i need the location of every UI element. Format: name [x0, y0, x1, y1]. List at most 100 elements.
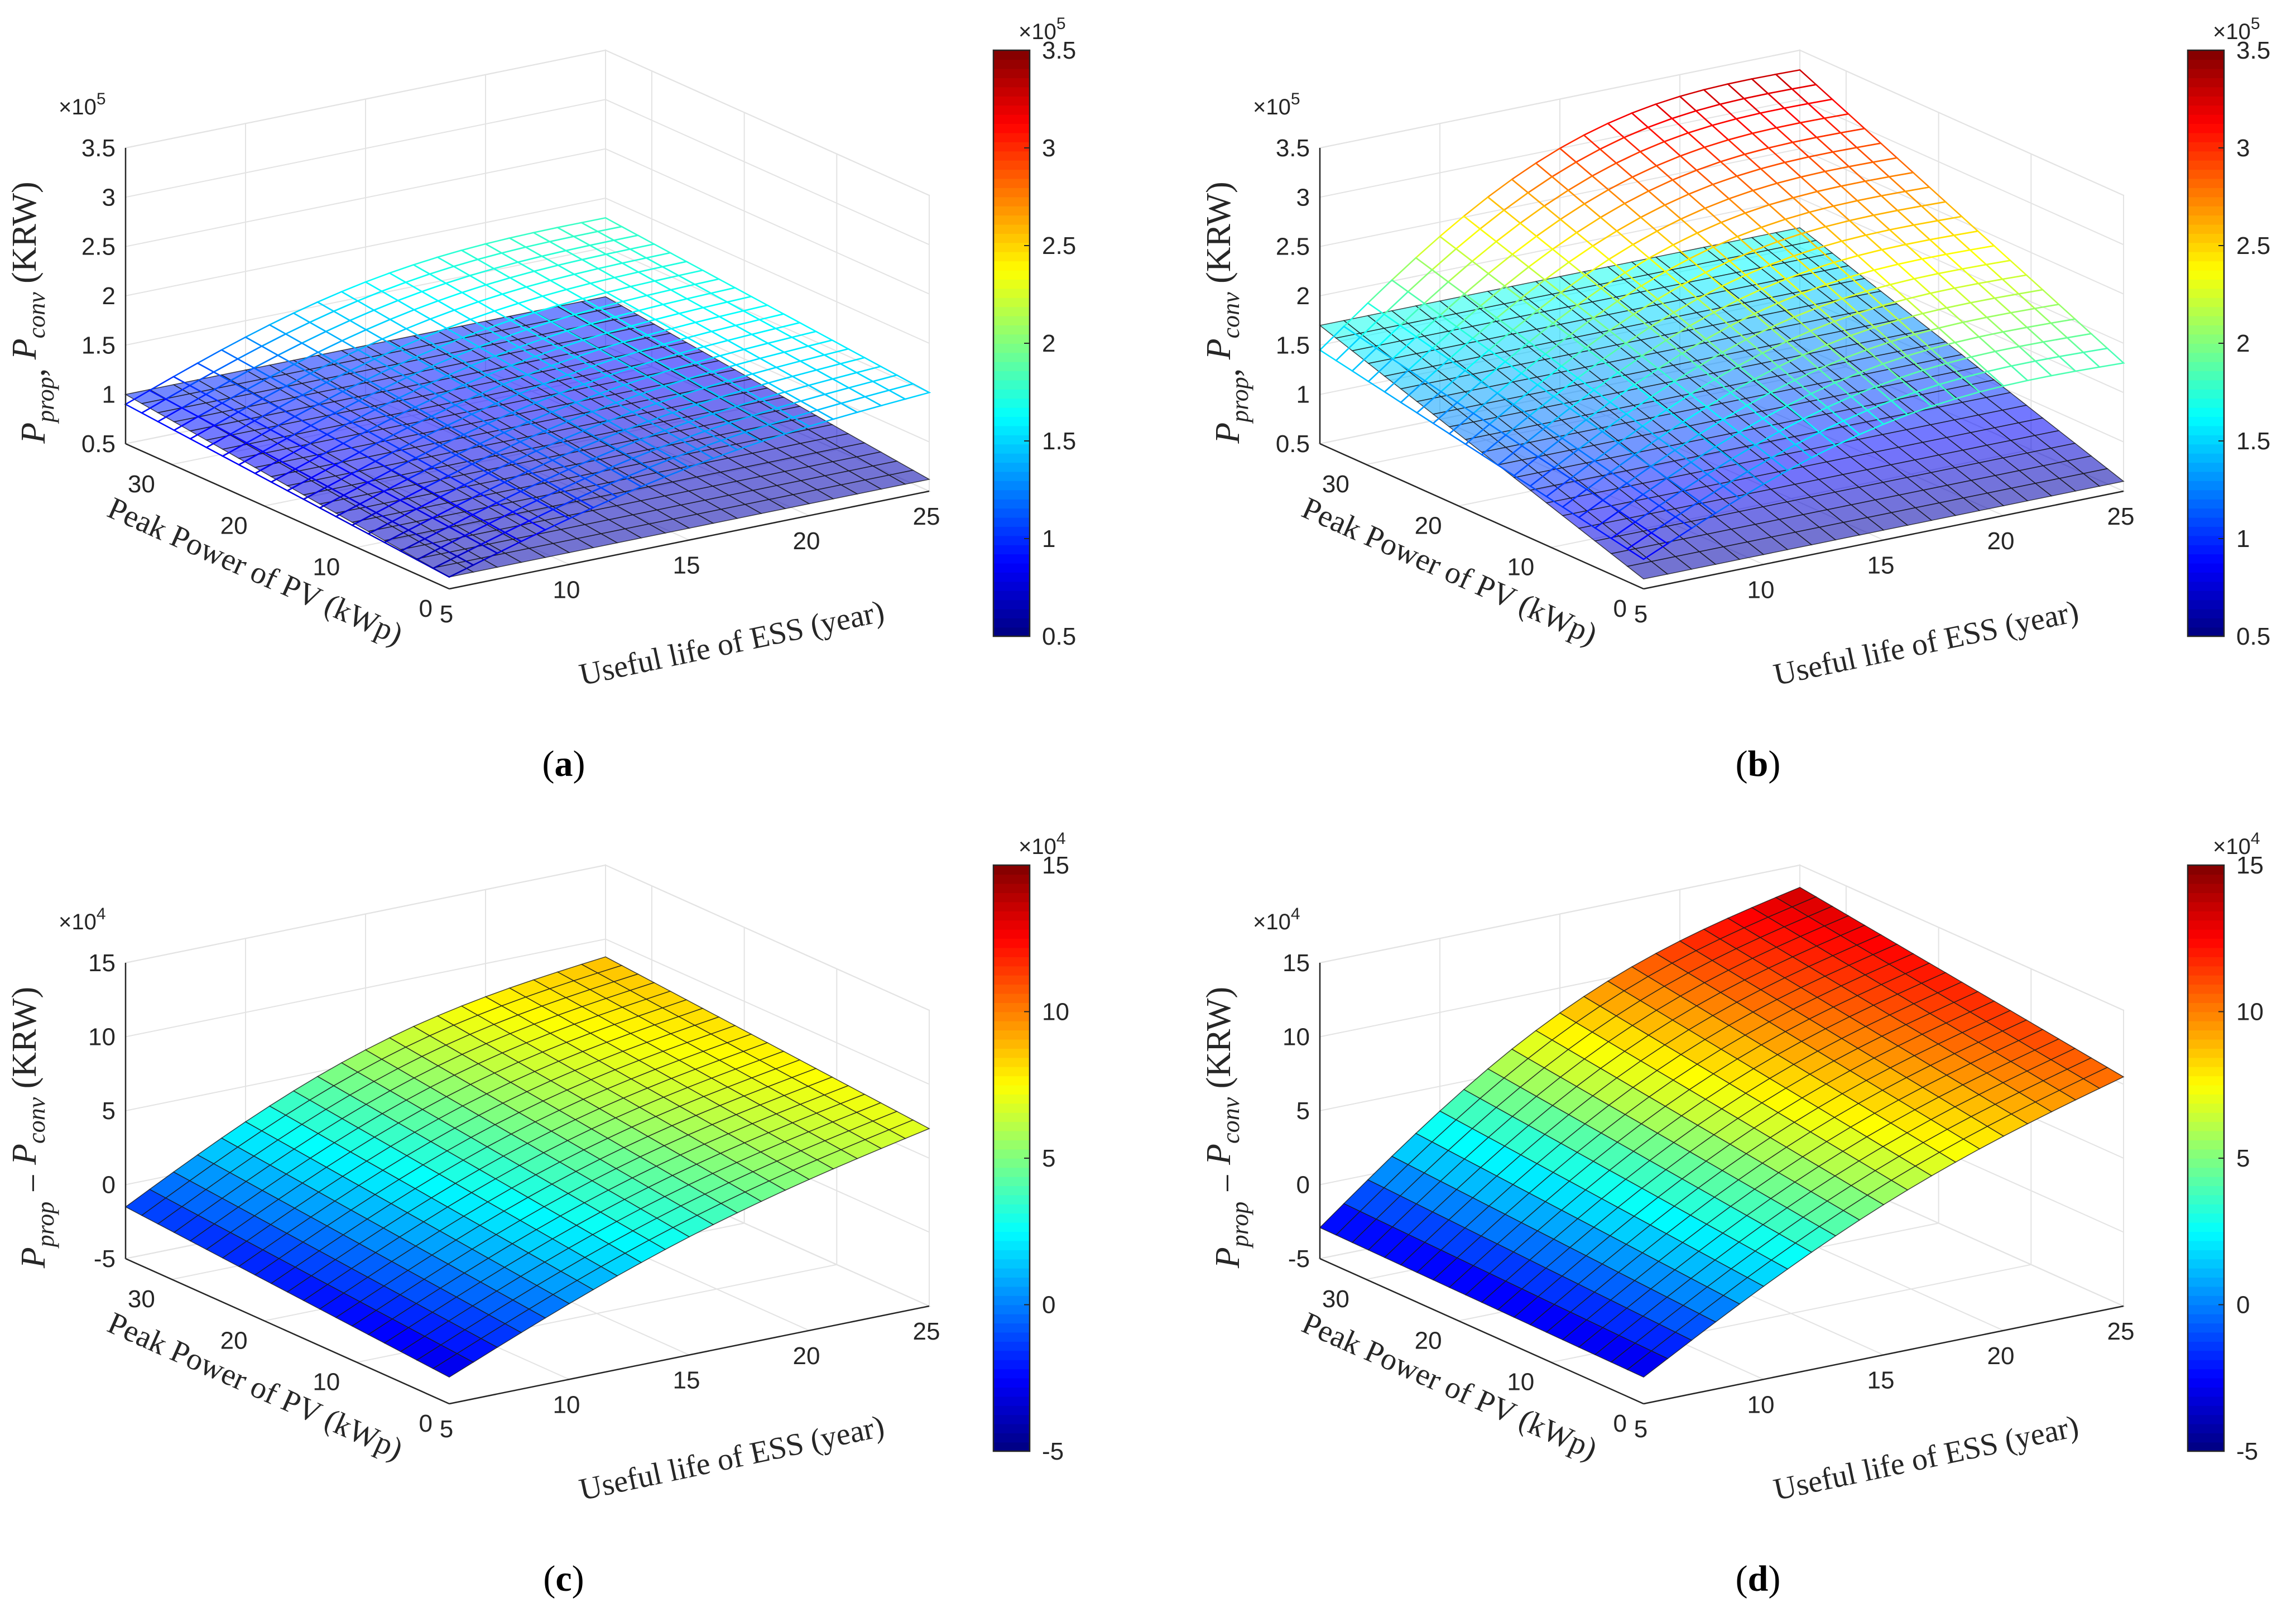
colorbar-segment	[993, 966, 1030, 976]
colorbar-tick-label: 10	[2236, 999, 2264, 1026]
colorbar-segment	[993, 188, 1030, 198]
colorbar-segment	[993, 508, 1030, 518]
colorbar-segment	[2188, 1066, 2224, 1077]
z-tick-label: 2.5	[81, 233, 116, 261]
colorbar-segment	[993, 1103, 1030, 1113]
colorbar-segment	[993, 361, 1030, 372]
colorbar-segment	[2188, 1369, 2224, 1379]
colorbar-tick-label: 2.5	[1042, 232, 1076, 260]
colorbar-segment	[993, 78, 1030, 88]
colorbar-segment	[993, 462, 1030, 472]
colorbar-segment	[2188, 1396, 2224, 1406]
colorbar-segment	[2188, 1433, 2224, 1443]
colorbar-segment	[2188, 1103, 2224, 1113]
z-tick-label: 0	[102, 1172, 116, 1199]
colorbar-segment	[2188, 554, 2224, 564]
z-tick-label: 2	[102, 282, 116, 310]
z-exponent-label: ×104	[1253, 905, 1300, 934]
colorbar-segment	[993, 627, 1030, 637]
colorbar-segment	[2188, 188, 2224, 198]
z-axis-label-part: prop	[1226, 377, 1253, 424]
colorbar-tick-label: 3	[1042, 135, 1055, 162]
colorbar-segment	[993, 1204, 1030, 1214]
colorbar-segment	[2188, 407, 2224, 418]
colorbar-segment	[2188, 517, 2224, 527]
colorbar-segment	[993, 389, 1030, 399]
colorbar-segment	[2188, 993, 2224, 1003]
colorbar-segment	[993, 398, 1030, 408]
colorbar-segment	[993, 1048, 1030, 1058]
colorbar-segment	[2188, 297, 2224, 308]
z-axis-label-part: −	[1209, 1165, 1247, 1202]
colorbar-segment	[2188, 481, 2224, 491]
colorbar-segment	[993, 160, 1030, 170]
z-axis-label-part: P	[15, 423, 52, 444]
z-tick-label: 2.5	[1276, 233, 1310, 261]
colorbar-segment	[993, 114, 1030, 124]
x-tick-label: 20	[1987, 527, 2015, 555]
colorbar-segment	[993, 883, 1030, 894]
colorbar-segment	[2188, 1250, 2224, 1260]
x-tick-label: 15	[673, 1367, 700, 1394]
z-tick-label: 10	[88, 1024, 116, 1051]
colorbar-exponent-power: 4	[2251, 829, 2260, 848]
mesh-cell	[431, 555, 475, 578]
colorbar-segment	[2188, 563, 2224, 573]
z-tick-label: 1	[102, 381, 116, 409]
colorbar-segment	[2188, 279, 2224, 289]
colorbar-segment	[993, 132, 1030, 142]
y-tick-label: 20	[220, 1327, 248, 1354]
colorbar-segment	[2188, 315, 2224, 325]
panel-caption: (b)	[1736, 743, 1781, 784]
x-tick-label: 20	[793, 1342, 820, 1370]
colorbar-segment	[2188, 1176, 2224, 1187]
colorbar-segment	[2188, 535, 2224, 545]
z-axis-label-part: conv	[1217, 292, 1245, 339]
colorbar-segment	[993, 1158, 1030, 1168]
z-tick-label: 2	[1296, 282, 1310, 310]
colorbar-segment	[2188, 288, 2224, 298]
colorbar-segment	[993, 270, 1030, 280]
axis-lines	[124, 148, 930, 590]
colorbar-segment	[2188, 242, 2224, 252]
colorbar-segment	[2188, 1414, 2224, 1424]
colorbar-segment	[2188, 270, 2224, 280]
x-axis-label: Useful life of ESS (year)	[1771, 594, 2082, 692]
z-tick-label: 1	[1296, 381, 1310, 409]
colorbar-segment	[993, 1112, 1030, 1122]
y-tick-label: 0	[419, 1410, 433, 1437]
panel-b: 51015202501020300.511.522.533.5×105Usefu…	[1200, 15, 2270, 784]
z-tick-label: 5	[1296, 1097, 1310, 1125]
colorbar-segment	[2188, 1240, 2224, 1250]
caption-letter: d	[1748, 1558, 1769, 1599]
colorbar-segment	[993, 178, 1030, 188]
caption-close: )	[1768, 1558, 1780, 1599]
x-tick-label: 5	[1634, 601, 1647, 628]
y-tick-label: 10	[1507, 554, 1534, 581]
colorbar-tick-label: 3	[2236, 135, 2250, 162]
caption-letter: b	[1748, 743, 1769, 784]
colorbar-segment	[993, 1084, 1030, 1095]
colorbar-segment	[993, 196, 1030, 207]
z-axis-label-part: (KRW)	[6, 987, 44, 1097]
y-axis-line	[125, 443, 450, 590]
x-tick-label: 10	[1747, 576, 1775, 603]
colorbar-segment	[993, 581, 1030, 591]
colorbar-tick-label: 1	[2236, 525, 2250, 553]
colorbar-segment	[2188, 608, 2224, 618]
colorbar-segment	[993, 380, 1030, 390]
colorbar-segment	[993, 1140, 1030, 1150]
colorbar-segment	[993, 416, 1030, 426]
colorbar-segment	[2188, 1442, 2224, 1452]
x-tick-label: 25	[2107, 503, 2135, 530]
colorbar-segment	[2188, 1286, 2224, 1296]
z-tick-label: 3.5	[1276, 135, 1310, 162]
mesh-cell	[1626, 532, 1669, 560]
colorbar-segment	[993, 59, 1030, 69]
colorbar-segment	[2188, 1030, 2224, 1040]
colorbar-tick-label: 3.5	[2236, 37, 2270, 64]
colorbar-segment	[2188, 1130, 2224, 1140]
y-tick-label: 20	[1415, 1327, 1442, 1354]
colorbar-segment	[993, 1176, 1030, 1187]
